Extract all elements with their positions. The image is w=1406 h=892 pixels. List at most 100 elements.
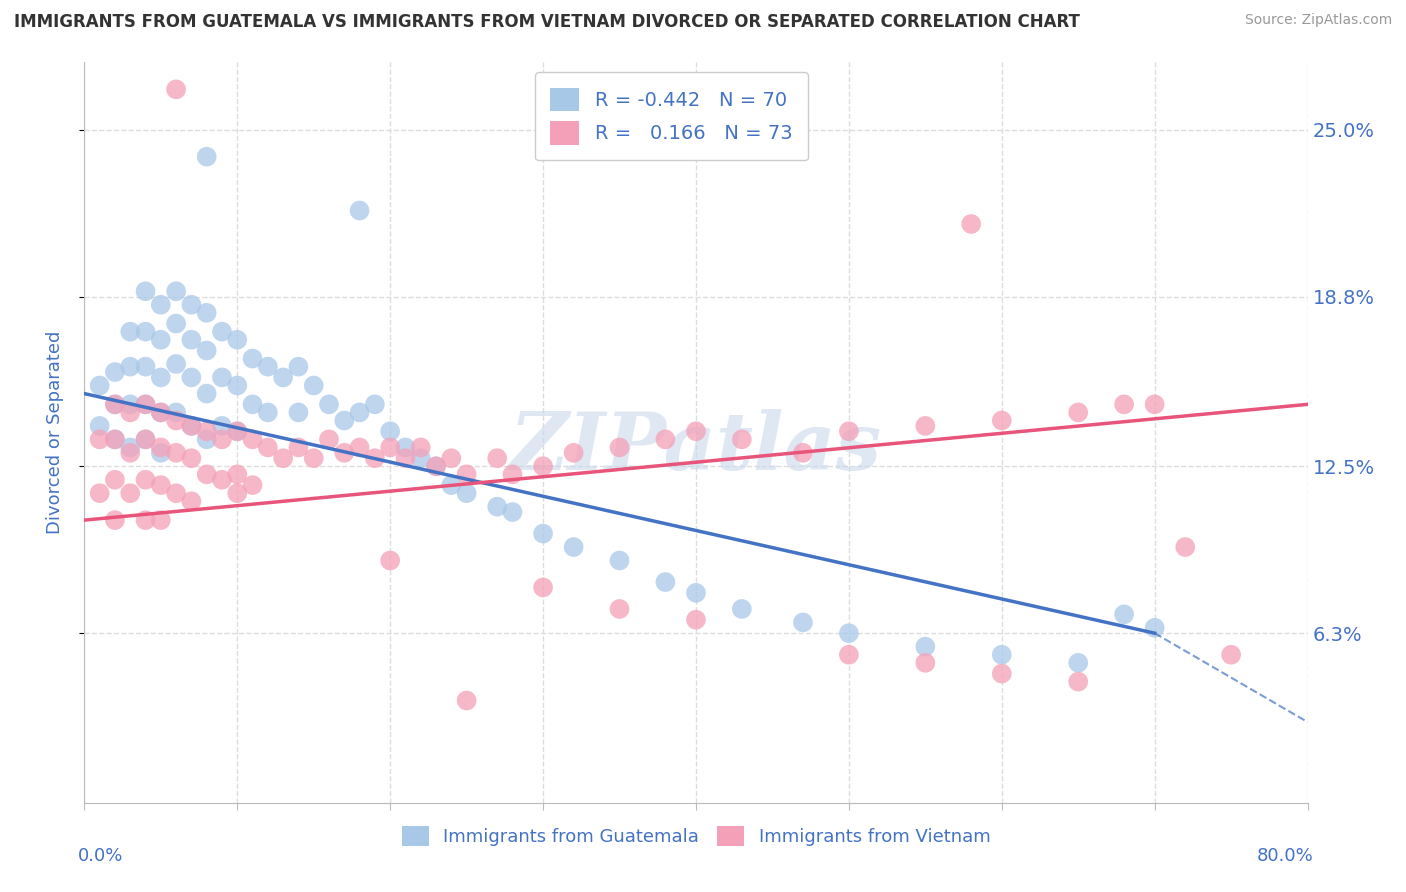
Point	[149, 405, 172, 419]
Point	[531, 526, 554, 541]
Point	[502, 467, 524, 482]
Point	[486, 500, 509, 514]
Point	[120, 486, 142, 500]
Point	[486, 451, 509, 466]
Point	[257, 405, 280, 419]
Point	[364, 397, 387, 411]
Point	[195, 424, 218, 438]
Point	[135, 397, 157, 411]
Point	[165, 317, 187, 331]
Point	[302, 378, 325, 392]
Point	[195, 386, 218, 401]
Point	[211, 370, 233, 384]
Point	[1174, 540, 1197, 554]
Point	[960, 217, 983, 231]
Point	[271, 451, 294, 466]
Text: 80.0%: 80.0%	[1257, 847, 1313, 865]
Point	[89, 378, 111, 392]
Point	[685, 613, 707, 627]
Point	[440, 451, 463, 466]
Point	[531, 459, 554, 474]
Point	[120, 405, 142, 419]
Point	[195, 150, 218, 164]
Point	[409, 441, 432, 455]
Point	[120, 441, 142, 455]
Point	[165, 405, 187, 419]
Legend: Immigrants from Guatemala, Immigrants from Vietnam: Immigrants from Guatemala, Immigrants fr…	[394, 819, 998, 853]
Point	[180, 418, 202, 433]
Point	[120, 359, 142, 374]
Point	[195, 467, 218, 482]
Point	[226, 424, 249, 438]
Point	[731, 433, 754, 447]
Point	[149, 513, 172, 527]
Point	[135, 325, 157, 339]
Point	[380, 441, 402, 455]
Point	[211, 325, 233, 339]
Point	[104, 433, 127, 447]
Point	[685, 586, 707, 600]
Point	[731, 602, 754, 616]
Point	[838, 626, 860, 640]
Point	[333, 446, 356, 460]
Point	[135, 397, 157, 411]
Point	[914, 418, 936, 433]
Point	[89, 418, 111, 433]
Point	[1143, 397, 1166, 411]
Point	[380, 424, 402, 438]
Point	[165, 357, 187, 371]
Point	[226, 333, 249, 347]
Point	[991, 648, 1014, 662]
Point	[792, 446, 814, 460]
Point	[380, 553, 402, 567]
Point	[242, 433, 264, 447]
Point	[792, 615, 814, 630]
Point	[104, 397, 127, 411]
Point	[654, 575, 676, 590]
Point	[195, 306, 218, 320]
Text: Source: ZipAtlas.com: Source: ZipAtlas.com	[1244, 13, 1392, 28]
Point	[349, 203, 371, 218]
Point	[257, 441, 280, 455]
Point	[440, 478, 463, 492]
Point	[685, 424, 707, 438]
Point	[349, 405, 371, 419]
Point	[104, 433, 127, 447]
Point	[609, 602, 631, 616]
Point	[1143, 621, 1166, 635]
Point	[180, 418, 202, 433]
Point	[211, 473, 233, 487]
Point	[180, 333, 202, 347]
Point	[257, 359, 280, 374]
Point	[135, 433, 157, 447]
Point	[135, 285, 157, 299]
Point	[1114, 397, 1136, 411]
Point	[914, 640, 936, 654]
Point	[609, 441, 631, 455]
Point	[180, 370, 202, 384]
Point	[318, 397, 340, 411]
Point	[409, 451, 432, 466]
Point	[531, 581, 554, 595]
Point	[165, 413, 187, 427]
Point	[104, 365, 127, 379]
Point	[333, 413, 356, 427]
Point	[1114, 607, 1136, 622]
Point	[165, 446, 187, 460]
Point	[226, 486, 249, 500]
Point	[226, 378, 249, 392]
Point	[149, 333, 172, 347]
Point	[394, 451, 416, 466]
Point	[562, 540, 585, 554]
Point	[287, 405, 309, 419]
Point	[425, 459, 447, 474]
Point	[226, 424, 249, 438]
Point	[211, 418, 233, 433]
Point	[104, 397, 127, 411]
Point	[104, 513, 127, 527]
Point	[89, 486, 111, 500]
Point	[165, 486, 187, 500]
Point	[654, 433, 676, 447]
Point	[1220, 648, 1243, 662]
Point	[180, 298, 202, 312]
